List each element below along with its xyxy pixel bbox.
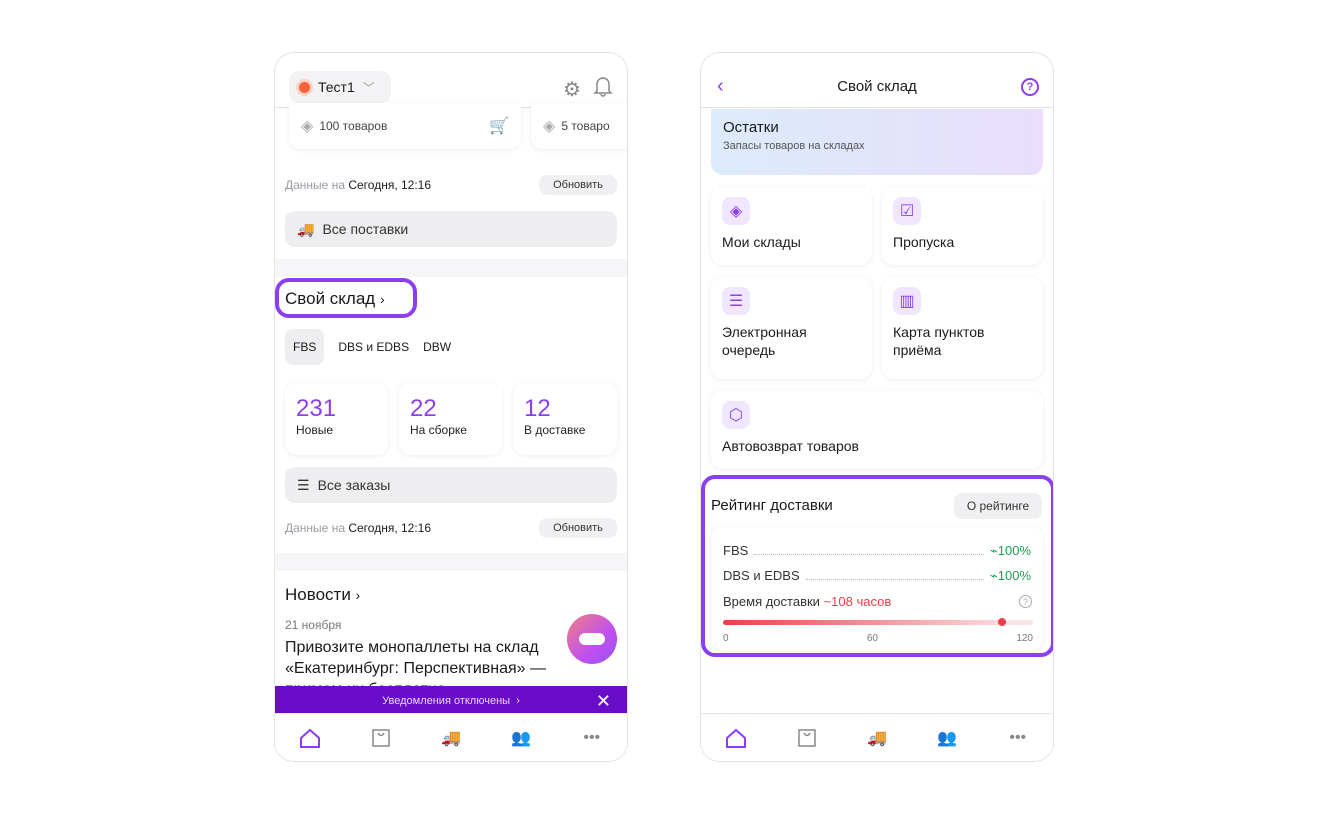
pulse-icon: ⌁	[989, 543, 998, 558]
stock-card[interactable]: ◈ 5 товаро	[531, 103, 627, 149]
store-name: Тест1	[318, 79, 355, 95]
chevron-down-icon: ﹀	[362, 80, 375, 95]
home-screen: Тест1 ﹀ ⚙ ◈ 100 товаров 🛒 ◈ 5 товаро Данны…	[274, 52, 628, 762]
pulse-icon: ⌁	[989, 568, 998, 583]
more-icon[interactable]: •••	[583, 728, 601, 746]
stat-value: 231	[296, 395, 337, 422]
all-orders-button[interactable]: ☰ Все заказы	[285, 467, 617, 503]
delivery-time: Время доставки ~108 часов	[723, 594, 892, 609]
stat-value: 12	[524, 395, 551, 422]
stat-value: 22	[410, 395, 437, 422]
truck-icon: 🚚	[297, 220, 315, 237]
map-icon: ▥	[893, 287, 921, 315]
stock-count: 5 товаро	[561, 119, 610, 133]
notifications-banner[interactable]: Уведомления отключены › ✕	[275, 686, 627, 716]
page-title: Свой склад	[837, 78, 917, 95]
tab-dbw[interactable]: DBW	[423, 340, 452, 354]
highlight-frame	[701, 475, 1053, 657]
tab-dbs[interactable]: DBS и EDBS	[338, 340, 410, 354]
cart-icon: 🛒	[489, 118, 509, 135]
remains-title: Остатки	[723, 119, 779, 136]
rating-title: Рейтинг доставки	[711, 497, 833, 514]
scale-labels: 0 60 120	[723, 633, 1033, 644]
truck-icon[interactable]: 🚚	[867, 729, 887, 747]
tile-map-points[interactable]: ▥ Карта пунктов приёма	[882, 277, 1043, 379]
users-icon[interactable]: 👥	[511, 729, 532, 747]
refresh-button[interactable]: Обновить	[539, 518, 617, 538]
layers-icon: ◈	[301, 118, 314, 135]
box-return-icon: ⬡	[722, 401, 750, 429]
stat-assembly[interactable]: 22 На сборке	[399, 383, 502, 455]
warehouse-screen: ‹ Свой склад ? Остатки Запасы товаров на…	[700, 52, 1054, 762]
help-icon[interactable]: ?	[1021, 78, 1039, 96]
news-link[interactable]: Новости ›	[285, 585, 361, 604]
list-icon: ☰	[297, 476, 310, 493]
store-selector[interactable]: Тест1 ﹀	[289, 71, 391, 103]
truck-icon[interactable]: 🚚	[441, 729, 461, 747]
chat-bot-icon[interactable]	[567, 614, 617, 664]
rating-row-dbs: DBS и EDBS ⌁ 100%	[723, 568, 1031, 583]
stat-new[interactable]: 231 Новые	[285, 383, 388, 455]
tab-fbs[interactable]: FBS	[285, 329, 325, 365]
stat-delivery[interactable]: 12 В доставке	[513, 383, 617, 455]
clipboard-check-icon: ☑	[893, 197, 921, 225]
stock-card[interactable]: ◈ 100 товаров 🛒	[289, 103, 521, 149]
bottom-nav: 🚚 👥 •••	[701, 713, 1053, 761]
data-timestamp: Данные на Сегодня, 12:16	[285, 521, 432, 535]
remains-subtitle: Запасы товаров на складах	[723, 140, 865, 152]
bag-icon[interactable]	[369, 726, 393, 750]
list-icon: ☰	[722, 287, 750, 315]
remains-card[interactable]: Остатки Запасы товаров на складах	[711, 109, 1043, 175]
tile-passes[interactable]: ☑ Пропуска	[882, 187, 1043, 265]
stat-label: На сборке	[410, 423, 467, 437]
more-icon[interactable]: •••	[1009, 728, 1027, 746]
gear-icon[interactable]: ⚙	[563, 79, 581, 101]
bottom-nav: 🚚 👥 •••	[275, 713, 627, 761]
all-supplies-button[interactable]: 🚚 Все поставки	[285, 211, 617, 247]
status-dot-icon	[299, 81, 310, 93]
bag-icon[interactable]	[795, 726, 819, 750]
about-rating-button[interactable]: О рейтинге	[954, 493, 1042, 519]
data-timestamp: Данные на Сегодня, 12:16	[285, 178, 432, 192]
warehouse-link[interactable]: Свой склад ›	[285, 289, 385, 308]
bell-icon[interactable]	[593, 75, 613, 102]
tile-electronic-queue[interactable]: ☰ Электронная очередь	[711, 277, 872, 379]
rating-card	[711, 527, 1043, 651]
tile-auto-return[interactable]: ⬡ Автовозврат товаров	[711, 391, 1043, 469]
highlight-frame	[275, 278, 417, 318]
stat-label: В доставке	[524, 423, 586, 437]
home-icon[interactable]	[724, 726, 748, 750]
back-icon[interactable]: ‹	[717, 75, 724, 97]
tile-my-warehouses[interactable]: ◈ Мои склады	[711, 187, 872, 265]
news-date: 21 ноября	[285, 618, 342, 632]
home-icon[interactable]	[298, 726, 322, 750]
stock-count: 100 товаров	[319, 119, 388, 133]
layers-icon: ◈	[722, 197, 750, 225]
rating-row-fbs: FBS ⌁ 100%	[723, 543, 1031, 558]
help-icon[interactable]: ?	[1019, 595, 1032, 608]
layers-icon: ◈	[543, 118, 556, 135]
delivery-time-bar	[723, 618, 1033, 626]
refresh-button[interactable]: Обновить	[539, 175, 617, 195]
stat-label: Новые	[296, 423, 334, 437]
close-icon[interactable]: ✕	[595, 690, 611, 711]
fulfillment-tabs: FBS DBS и EDBS DBW	[285, 329, 451, 365]
users-icon[interactable]: 👥	[937, 729, 958, 747]
